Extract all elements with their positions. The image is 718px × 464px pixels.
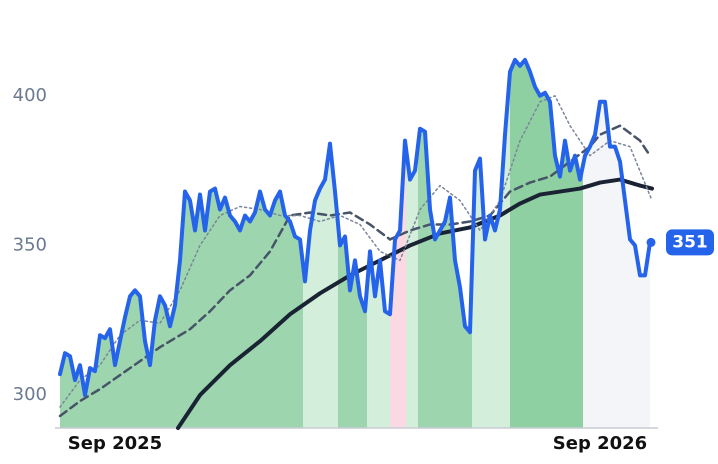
last-price-dot bbox=[646, 237, 656, 247]
signal-region bbox=[418, 128, 472, 428]
y-tick-label: 350 bbox=[13, 234, 47, 255]
y-tick-label: 400 bbox=[13, 85, 47, 106]
series-line bbox=[59, 95, 653, 408]
signal-region bbox=[367, 251, 390, 428]
signal-region bbox=[338, 223, 367, 428]
series-line bbox=[176, 177, 654, 430]
signal-region bbox=[60, 188, 303, 428]
x-tick-label: Sep 2025 bbox=[68, 433, 162, 454]
series-line bbox=[58, 57, 652, 398]
signal-region bbox=[472, 71, 510, 428]
last-price-label: 351 bbox=[672, 232, 708, 252]
signal-region bbox=[303, 143, 338, 428]
y-tick-label: 300 bbox=[13, 384, 47, 405]
last-price-badge bbox=[666, 229, 714, 256]
x-tick-label: Sep 2026 bbox=[553, 433, 647, 454]
signal-region bbox=[406, 145, 418, 428]
